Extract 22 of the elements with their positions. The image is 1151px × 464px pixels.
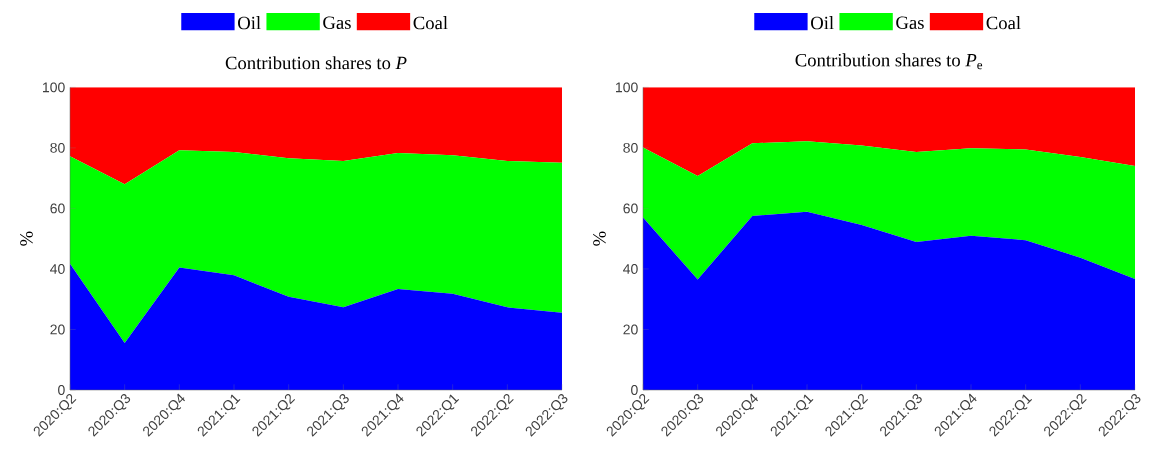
y-tick-label: 40	[623, 263, 638, 274]
y-tick-label: 0	[631, 385, 638, 395]
legend-label: Coal	[413, 16, 448, 30]
y-tick-label: 60	[623, 203, 638, 214]
chart-title: Contribution shares to P$_{e}$	[795, 53, 983, 70]
y-tick-label: 80	[50, 142, 65, 153]
y-tick-label: 100	[616, 82, 638, 93]
y-axis-title: %	[593, 231, 606, 246]
y-tick-label: 100	[43, 82, 65, 93]
legend-label: Oil	[238, 16, 261, 30]
y-tick-label: 0	[58, 385, 65, 395]
y-tick-label: 20	[50, 324, 65, 335]
legend-label: Oil	[811, 16, 834, 30]
y-tick-label: 20	[623, 324, 638, 335]
y-tick-label: 80	[623, 142, 638, 153]
legend-label: Coal	[986, 16, 1021, 30]
legend-label: Gas	[323, 16, 351, 29]
y-tick-label: 40	[50, 263, 65, 274]
y-axis-title: %	[20, 231, 33, 246]
chart-title: Contribution shares to P	[225, 56, 407, 70]
y-tick-label: 60	[50, 203, 65, 214]
legend-label: Gas	[896, 16, 924, 29]
